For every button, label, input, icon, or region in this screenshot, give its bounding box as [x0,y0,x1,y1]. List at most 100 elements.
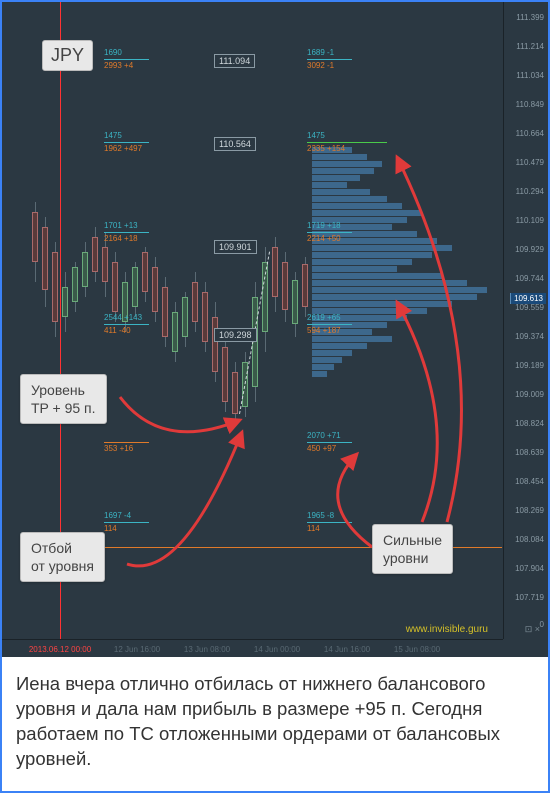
x-tick: 14 Jun 00:00 [254,645,300,654]
label-strong: Сильныеуровни [372,524,453,574]
level-label-below: 450 +97 [307,444,336,453]
level-line [307,142,387,143]
label-tp95: УровеньTP + 95 п. [20,374,107,424]
level-label-above: 1689 -1 [307,48,334,57]
level-line [307,324,352,325]
x-tick: 12 Jun 16:00 [114,645,160,654]
volume-bar [312,280,467,286]
candle-body [152,267,158,312]
y-axis: 111.399 111.214 111.034 110.849 110.664 110.4… [503,2,548,639]
label-otboy: Отбойот уровня [20,532,105,582]
level-label-below: 2335 +154 [307,144,345,153]
y-tick: 108.084 [515,535,544,544]
currency-label: JPY [42,40,93,71]
y-tick: 107.904 [515,564,544,573]
y-tick: 111.399 [516,13,544,22]
level-line [104,324,149,325]
volume-bar [312,294,477,300]
y-tick: 110.664 [516,129,544,138]
window-controls[interactable]: ⊡ × [525,624,540,635]
candle-body [32,212,38,262]
candle-body [72,267,78,302]
level-label-below: 114 [307,524,320,533]
x-axis: 2013.06.12 00:0012 Jun 16:0013 Jun 08:00… [2,639,503,657]
level-line [104,442,149,443]
level-line [307,232,352,233]
price-box: 109.901 [214,240,257,254]
y-tick: 109.374 [515,332,544,341]
x-tick: 2013.06.12 00:00 [29,645,91,654]
candle-body [112,262,118,312]
y-tick: 111.214 [516,42,544,51]
volume-bar [312,182,347,188]
level-label-above: 2619 +65 [307,313,341,322]
candle-body [272,247,278,297]
y-tick: 0 [540,620,544,629]
volume-bar [312,336,392,342]
frame: 16902993 +41689 -13092 -114751962 +49714… [0,0,550,793]
volume-bar [312,168,374,174]
candle-body [42,227,48,290]
volume-bar [312,210,422,216]
level-label-above: 1697 -4 [104,511,131,520]
candle-body [212,317,218,372]
level-label-above: 1701 +13 [104,221,138,230]
volume-bar [312,287,487,293]
volume-bar [312,154,367,160]
level-line [104,232,149,233]
level-line [104,142,149,143]
candle-body [282,262,288,310]
level-label-above: 1690 [104,48,122,57]
candle-body [222,347,228,402]
candle-body [192,282,198,322]
level-label-below: 1962 +497 [104,144,142,153]
level-label-below: 114 [104,524,117,533]
price-box: 110.564 [214,137,256,151]
y-tick: 110.849 [516,100,544,109]
volume-bar [312,350,352,356]
volume-bar [312,196,387,202]
volume-bar [312,371,327,377]
candle-body [82,252,88,287]
level-line [307,59,352,60]
candle-body [142,252,148,292]
candle-body [62,287,68,317]
candle-body [292,280,298,324]
volume-bar [312,259,412,265]
y-tick: 110.294 [516,187,544,196]
current-price-marker: 109.613 [510,293,546,304]
y-tick: 111.034 [516,71,544,80]
volume-bar [312,343,367,349]
watermark: www.invisible.guru [406,624,488,635]
candle-body [232,372,238,414]
level-label-below: 353 +16 [104,444,133,453]
y-tick: 109.009 [515,390,544,399]
level-line [104,59,149,60]
level-line [307,442,352,443]
price-box: 109.298 [214,328,257,342]
y-tick: 108.639 [515,448,544,457]
volume-bar [312,364,334,370]
volume-bar [312,357,342,363]
y-tick: 108.824 [515,419,544,428]
level-label-above: 1475 [307,131,325,140]
candle-body [302,264,308,307]
level-label-below: 594 +187 [307,326,341,335]
level-label-below: 411 -40 [104,326,131,335]
candle-body [182,297,188,337]
y-tick: 108.269 [515,506,544,515]
level-label-above: 1719 +18 [307,221,341,230]
y-tick: 110.479 [516,158,544,167]
candle-body [132,267,138,307]
volume-bar [312,252,432,258]
level-label-below: 2214 +50 [307,234,341,243]
level-line [307,522,352,523]
volume-bar [312,175,360,181]
level-label-below: 3092 -1 [307,61,334,70]
y-tick: 107.719 [515,593,544,602]
level-label-above: 1965 -8 [307,511,334,520]
volume-bar [312,203,402,209]
y-tick: 109.929 [515,245,544,254]
candle-body [92,237,98,272]
price-box: 111.094 [214,54,255,68]
